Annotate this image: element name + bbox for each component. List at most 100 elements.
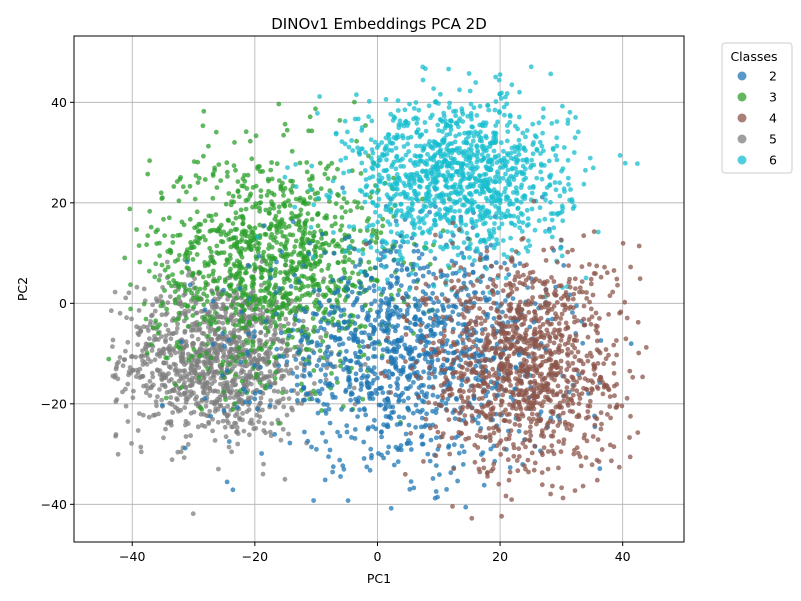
scatter-point [462,148,468,154]
scatter-point [226,231,231,237]
scatter-point [496,77,502,83]
scatter-point [461,449,467,455]
scatter-point [470,262,475,268]
scatter-point [468,165,473,171]
scatter-point [384,192,390,198]
scatter-point [520,163,526,169]
scatter-point [368,245,374,250]
scatter-point [401,365,406,370]
scatter-point [346,336,352,341]
scatter-point [440,340,445,346]
scatter-point [505,319,511,325]
scatter-point [557,180,563,186]
scatter-point [152,357,158,363]
scatter-point [198,405,203,411]
scatter-point [144,242,150,248]
scatter-point [247,138,253,144]
scatter-point [266,246,271,251]
scatter-point [385,397,391,403]
scatter-point [157,368,163,374]
scatter-point [196,359,202,365]
scatter-point [235,404,240,410]
scatter-point [225,388,231,394]
scatter-point [479,122,485,128]
scatter-point [429,360,435,365]
scatter-point [330,395,336,400]
scatter-point [232,322,238,328]
scatter-point [372,317,378,323]
scatter-point [335,380,340,385]
scatter-point [297,303,303,309]
scatter-point [300,318,306,324]
scatter-point [271,298,277,303]
scatter-point [455,321,461,327]
scatter-point [192,196,198,202]
scatter-point [488,446,494,452]
scatter-point [472,258,477,263]
scatter-point [401,144,407,149]
scatter-point [312,288,317,294]
scatter-point [635,161,640,167]
scatter-point [149,342,155,347]
scatter-point [370,150,376,156]
scatter-point [427,139,432,144]
scatter-point [379,434,384,440]
scatter-point [553,284,558,290]
scatter-point [583,167,588,173]
scatter-point [233,318,239,323]
scatter-point [272,216,278,222]
scatter-point [287,440,293,446]
scatter-point [484,208,489,213]
scatter-point [476,204,482,210]
scatter-point [300,356,306,362]
scatter-point [394,281,399,286]
scatter-point [475,232,480,238]
scatter-point [394,132,400,138]
scatter-point [362,407,367,413]
scatter-point [149,313,154,319]
scatter-point [340,463,346,469]
scatter-point [220,373,225,378]
scatter-point [274,223,280,229]
scatter-point [573,333,579,338]
scatter-point [465,130,470,136]
scatter-point [551,340,557,346]
scatter-point [273,270,278,276]
scatter-point [252,298,257,303]
scatter-point [446,350,451,356]
scatter-point [395,382,400,388]
scatter-point [447,100,452,106]
scatter-point [387,383,393,389]
scatter-point [267,206,273,212]
scatter-point [420,168,426,174]
scatter-point [246,224,252,230]
scatter-point [365,343,371,349]
scatter-point [473,290,479,295]
scatter-point [236,353,242,359]
scatter-point [269,176,275,182]
scatter-point [170,410,176,415]
scatter-point [349,435,354,440]
series-4-points [363,198,649,521]
scatter-point [293,184,299,190]
scatter-point [342,236,348,242]
scatter-point [412,232,417,238]
scatter-point [267,429,273,435]
scatter-point [527,324,533,330]
scatter-point [368,194,373,200]
scatter-point [413,242,419,248]
scatter-point [525,216,531,222]
scatter-point [319,408,324,413]
scatter-point [330,464,336,470]
scatter-point [311,329,317,334]
scatter-point [192,358,198,363]
scatter-point [262,280,268,286]
scatter-point [420,441,426,447]
scatter-point [165,264,171,270]
scatter-point [557,210,563,216]
scatter-point [211,400,217,406]
scatter-point [550,145,556,151]
scatter-point [552,180,558,185]
scatter-point [218,178,224,184]
scatter-point [491,226,497,232]
